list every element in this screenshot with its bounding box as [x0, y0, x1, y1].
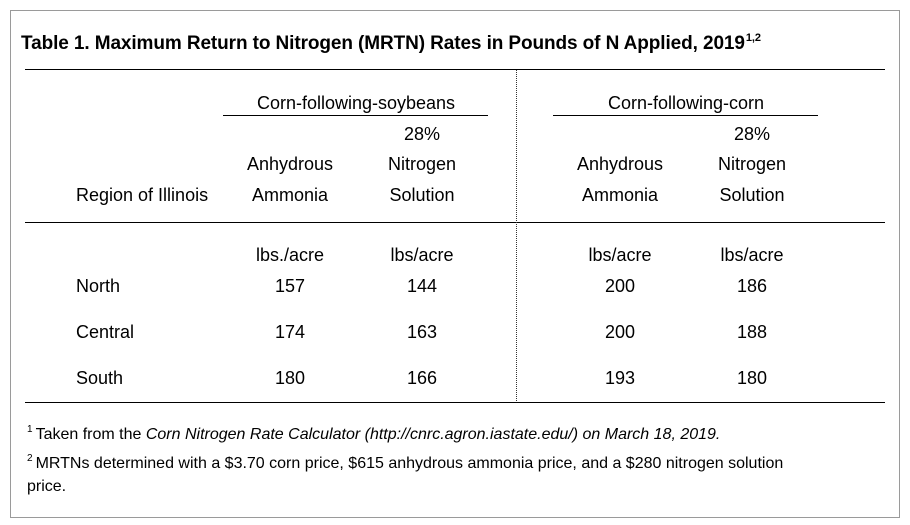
unit-soy-anhydrous: lbs./acre — [255, 245, 325, 265]
footnote-1: 1 Taken from the Corn Nitrogen Rate Calcu… — [27, 424, 721, 444]
table-cell: 193 — [604, 368, 636, 388]
bottom-rule — [25, 402, 885, 403]
footnote-2-line1: MRTNs determined with a $3.70 corn price… — [35, 455, 784, 472]
column-header-corn-solution-line1: 28% — [733, 124, 771, 144]
section-divider — [516, 70, 517, 401]
column-header-corn-anhydrous-line2: Ammonia — [581, 185, 659, 205]
footnote-2-mark: 2 — [27, 453, 33, 464]
row-label-north: North — [76, 276, 121, 296]
footnote-2: 2 MRTNs determined with a $3.70 corn pric… — [27, 453, 784, 473]
corn-group-rule — [553, 115, 818, 116]
column-header-corn-solution-line3: Solution — [719, 185, 785, 205]
group-header-corn: Corn-following-corn — [607, 93, 765, 113]
column-header-soy-solution-line3: Solution — [389, 185, 455, 205]
unit-corn-solution: lbs/acre — [720, 245, 784, 265]
soy-group-rule — [223, 115, 488, 116]
column-header-soy-solution-line2: Nitrogen — [387, 154, 457, 174]
table-cell: 180 — [736, 368, 768, 388]
unit-soy-solution: lbs/acre — [390, 245, 454, 265]
unit-corn-anhydrous: lbs/acre — [588, 245, 652, 265]
column-header-region: Region of Illinois — [76, 185, 209, 205]
table-cell: 144 — [406, 276, 438, 296]
footnote-2-continuation: price. — [27, 478, 67, 495]
column-header-soy-anhydrous-line2: Ammonia — [251, 185, 329, 205]
table-cell: 166 — [406, 368, 438, 388]
column-header-soy-solution-line1: 28% — [403, 124, 441, 144]
row-label-south: South — [76, 368, 124, 388]
column-header-soy-anhydrous-line1: Anhydrous — [246, 154, 334, 174]
row-label-central: Central — [76, 322, 135, 342]
title-rule — [25, 69, 885, 70]
header-rule — [25, 222, 885, 223]
table-cell: 174 — [274, 322, 306, 342]
table-cell: 186 — [736, 276, 768, 296]
table-cell: 188 — [736, 322, 768, 342]
table-cell: 163 — [406, 322, 438, 342]
table-title-superscript: 1,2 — [745, 32, 761, 44]
table-frame — [10, 10, 900, 518]
footnote-1-prefix: Taken from the — [35, 426, 146, 443]
table-cell: 200 — [604, 276, 636, 296]
footnote-1-source: Corn Nitrogen Rate Calculator (http://cn… — [145, 426, 721, 443]
column-header-corn-anhydrous-line1: Anhydrous — [576, 154, 664, 174]
group-header-soy: Corn-following-soybeans — [256, 93, 456, 113]
table-cell: 180 — [274, 368, 306, 388]
table-title-text: Table 1. Maximum Return to Nitrogen (MRT… — [21, 33, 745, 54]
footnote-1-mark: 1 — [27, 424, 33, 435]
column-header-corn-solution-line2: Nitrogen — [717, 154, 787, 174]
table-cell: 157 — [274, 276, 306, 296]
table-title: Table 1. Maximum Return to Nitrogen (MRT… — [21, 32, 761, 55]
table-cell: 200 — [604, 322, 636, 342]
